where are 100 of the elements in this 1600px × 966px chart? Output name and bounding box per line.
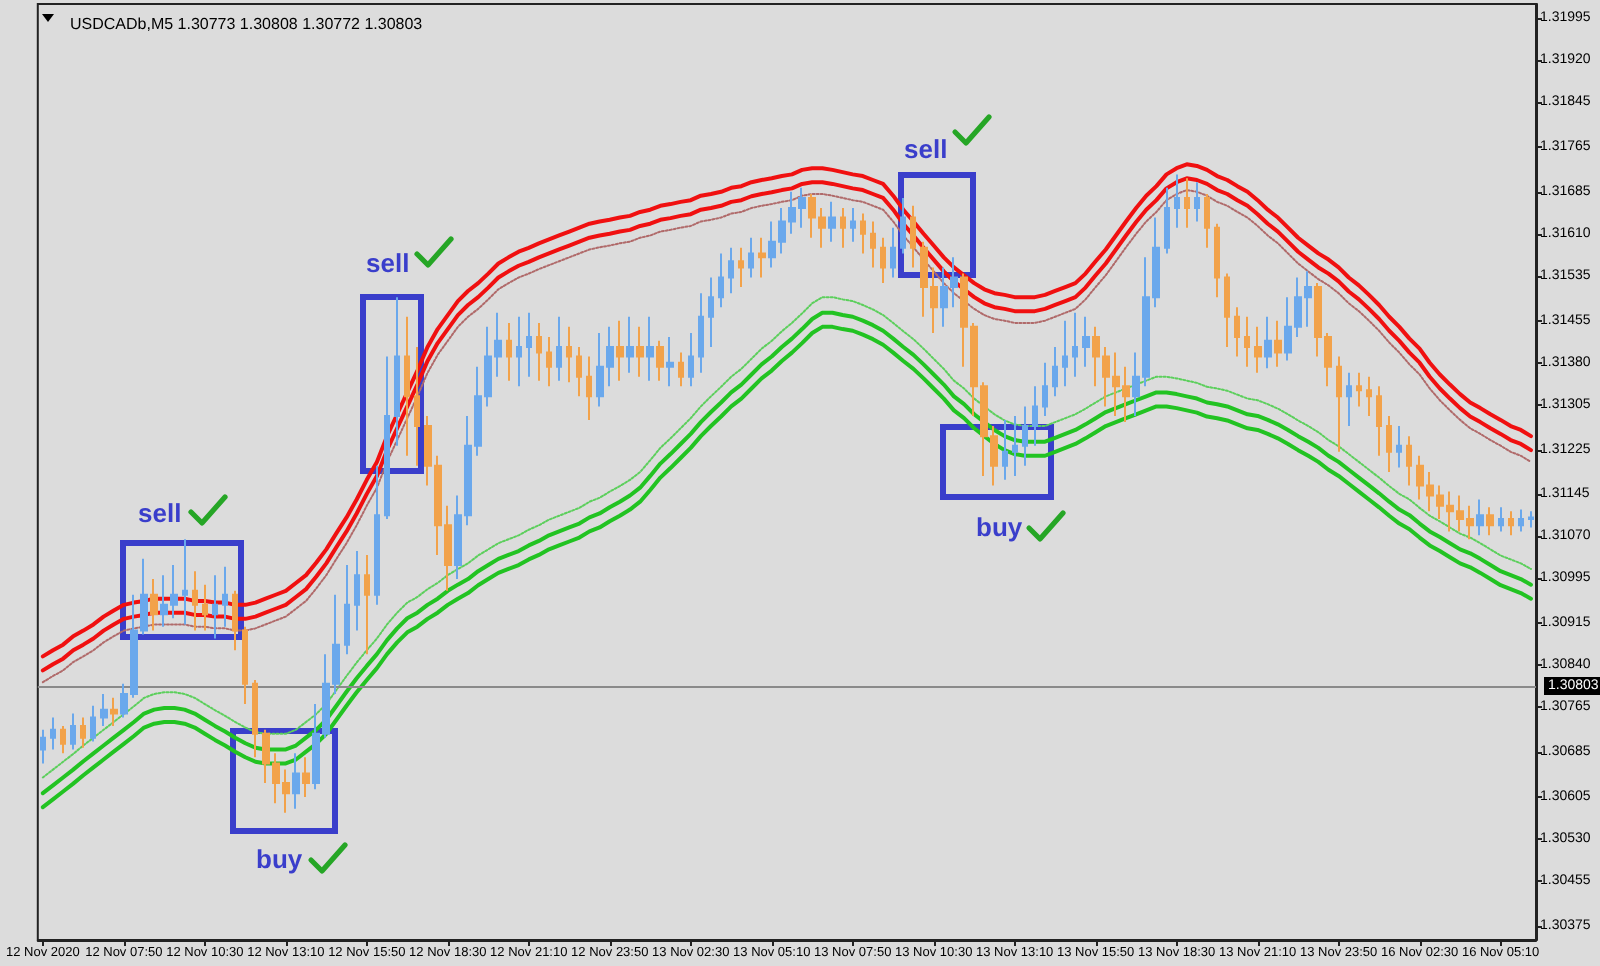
candlestick	[870, 220, 876, 269]
candlestick	[1002, 418, 1008, 481]
candlestick	[910, 204, 916, 269]
candlestick	[1254, 325, 1262, 374]
candlestick	[1164, 186, 1170, 255]
candlestick	[1406, 435, 1412, 487]
candlestick	[546, 335, 552, 388]
candlestick	[526, 311, 532, 378]
annotation: sell	[904, 134, 948, 164]
candlestick	[698, 292, 704, 374]
candlestick	[384, 355, 390, 521]
candlestick	[646, 315, 654, 382]
candlestick	[1476, 498, 1484, 537]
candlestick	[1528, 510, 1534, 529]
candlestick	[1498, 506, 1504, 533]
candlestick	[890, 226, 896, 279]
candlestick	[364, 553, 370, 656]
candlestick	[1194, 181, 1200, 223]
candlestick	[880, 236, 886, 285]
candlestick	[556, 315, 562, 382]
candlestick	[182, 538, 188, 626]
candlestick	[374, 464, 380, 606]
candlestick	[1346, 371, 1352, 428]
candlestick	[242, 625, 248, 706]
candlestick	[1244, 315, 1250, 368]
candlestick	[708, 276, 714, 349]
candlestick	[252, 678, 258, 759]
candlestick	[232, 589, 238, 652]
candlestick	[1204, 193, 1210, 249]
candlestick	[354, 550, 360, 632]
candlestick	[566, 325, 572, 384]
candlestick	[850, 207, 856, 243]
candlestick	[1508, 510, 1514, 537]
candlestick	[40, 728, 46, 765]
candlestick	[738, 246, 744, 289]
annotation: sell	[366, 248, 410, 278]
candlestick	[292, 752, 300, 810]
candlestick	[100, 692, 108, 727]
candlestick	[70, 712, 76, 751]
candlestick	[506, 321, 512, 382]
candlestick	[1062, 319, 1068, 388]
candlestick	[202, 583, 208, 632]
candlestick	[1012, 414, 1018, 477]
candlestick	[1082, 315, 1090, 368]
candlestick	[1336, 355, 1342, 453]
candlestick	[1376, 385, 1382, 457]
candlestick	[1356, 371, 1362, 408]
candlestick	[1032, 385, 1038, 447]
candlestick	[80, 716, 86, 749]
candlestick	[1072, 311, 1078, 378]
candlestick	[222, 565, 228, 628]
candlestick	[636, 325, 644, 378]
candlestick	[394, 296, 400, 447]
candlestick	[1396, 425, 1402, 469]
candlestick	[758, 236, 766, 279]
candlestick	[900, 196, 906, 255]
candlestick	[150, 578, 158, 632]
candlestick	[1042, 361, 1048, 417]
candlestick	[404, 315, 410, 457]
candlestick	[110, 696, 118, 727]
candlestick	[1274, 319, 1282, 368]
candlestick	[748, 236, 754, 279]
candlestick	[718, 252, 724, 309]
annotation: buy	[256, 844, 303, 874]
candlestick	[1386, 414, 1392, 473]
candlestick	[212, 574, 218, 640]
candlestick	[656, 339, 664, 382]
candlestick	[666, 335, 674, 388]
candlestick	[576, 346, 582, 398]
candlestick	[60, 724, 66, 755]
candlestick	[860, 212, 866, 255]
candlestick	[1264, 315, 1272, 370]
candlestick	[678, 351, 684, 388]
candlestick	[516, 315, 522, 388]
annotation: sell	[138, 498, 182, 528]
candlestick	[626, 315, 634, 374]
candlestick	[688, 332, 694, 388]
candlestick	[1022, 405, 1028, 467]
candlestick	[192, 570, 198, 632]
candlestick	[1486, 506, 1494, 537]
candlestick	[728, 246, 734, 295]
candlestick	[414, 346, 420, 467]
candlestick	[1366, 375, 1372, 417]
annotation: buy	[976, 512, 1023, 542]
candlestick	[828, 200, 836, 243]
text: USDCADb,M5 1.30773 1.30808 1.30772 1.30803	[70, 15, 424, 33]
candlestick	[302, 756, 310, 799]
candlestick	[1214, 222, 1220, 299]
candlestick	[1052, 346, 1058, 398]
candlestick	[50, 716, 56, 751]
candlestick	[536, 321, 542, 382]
candlestick	[344, 564, 350, 656]
candlestick	[840, 207, 846, 249]
candlestick	[1224, 272, 1230, 349]
candlestick	[1234, 306, 1240, 358]
candlestick	[90, 704, 96, 743]
candlestick	[1174, 173, 1180, 229]
candlestick	[616, 319, 624, 382]
candlestick	[1518, 508, 1524, 533]
candlestick	[586, 355, 592, 421]
